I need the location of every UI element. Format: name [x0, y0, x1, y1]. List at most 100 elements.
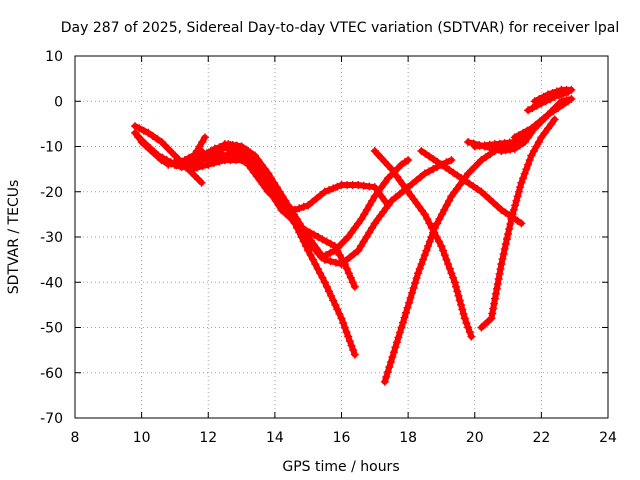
data-point-marker — [447, 269, 456, 278]
data-point-marker — [467, 166, 476, 175]
data-point-marker — [450, 278, 459, 287]
data-point-marker — [137, 138, 146, 146]
data-point-marker — [400, 313, 409, 322]
data-point-marker — [417, 260, 426, 269]
data-point-marker — [412, 176, 421, 185]
data-point-marker — [311, 260, 320, 269]
data-point-marker — [380, 196, 389, 205]
data-point-marker — [513, 192, 522, 201]
y-tick-label: 0 — [54, 94, 63, 110]
data-point-marker — [384, 174, 393, 183]
data-point-marker — [304, 246, 313, 255]
data-point-marker — [350, 350, 359, 359]
data-point-marker — [520, 169, 529, 178]
x-tick-label: 12 — [199, 430, 217, 446]
data-point-marker — [457, 300, 465, 309]
data-point-marker — [149, 148, 158, 157]
data-point-marker — [274, 201, 283, 210]
x-tick-label: 10 — [133, 430, 151, 446]
axis-ticks: 8 10 12 14 16 18 20 22 24 10 0 -10 -20 -30 -40 -50 -60 -7… — [40, 49, 617, 446]
data-point-marker — [514, 187, 523, 196]
y-axis-label: SDTVAR / TECUs — [6, 180, 22, 295]
data-point-marker — [517, 219, 526, 228]
data-point-marker — [322, 282, 331, 291]
data-point-marker — [517, 178, 526, 187]
data-point-marker — [557, 97, 566, 106]
data-point-marker — [345, 337, 354, 346]
data-point-marker — [425, 237, 434, 246]
data-point-marker — [510, 144, 519, 153]
data-point-marker — [325, 287, 333, 296]
x-axis-label: GPS time / hours — [282, 459, 399, 475]
series-track-13 — [417, 147, 526, 228]
data-point-marker — [384, 201, 393, 210]
data-point-marker — [414, 269, 423, 278]
data-point-marker — [293, 220, 302, 229]
data-point-marker — [350, 282, 359, 291]
data-point-marker — [187, 160, 196, 169]
data-point-marker — [458, 305, 467, 314]
data-point-marker — [295, 204, 304, 213]
data-point-marker — [411, 279, 420, 288]
data-point-marker — [404, 156, 413, 165]
data-point-marker — [354, 246, 363, 255]
data-point-marker — [326, 257, 335, 266]
data-point-marker — [192, 147, 201, 155]
data-point-marker — [289, 216, 298, 225]
data-point-marker — [419, 255, 428, 264]
x-tick-label: 24 — [599, 430, 617, 446]
data-point-marker — [275, 187, 284, 196]
data-point-marker — [430, 223, 439, 232]
data-point-marker — [491, 294, 499, 303]
data-point-marker — [204, 160, 213, 169]
data-point-marker — [175, 159, 184, 168]
data-point-marker — [498, 255, 507, 264]
data-point-marker — [313, 264, 322, 273]
data-point-marker — [370, 183, 379, 192]
data-point-marker — [544, 90, 552, 99]
data-point-marker — [272, 183, 281, 192]
data-point-marker — [365, 201, 374, 210]
data-point-marker — [395, 328, 404, 337]
data-point-marker — [409, 284, 418, 292]
data-point-marker — [455, 296, 464, 305]
data-point-marker — [512, 196, 521, 205]
data-point-marker — [453, 287, 462, 296]
data-point-marker — [496, 265, 505, 274]
data-point-marker — [510, 133, 519, 142]
data-point-marker — [139, 126, 148, 135]
data-point-marker — [529, 147, 538, 155]
data-point-marker — [368, 224, 376, 232]
data-point-marker — [263, 183, 272, 192]
data-point-marker — [301, 226, 310, 235]
data-point-marker — [330, 242, 339, 251]
data-point-marker — [435, 237, 444, 246]
data-point-marker — [154, 151, 163, 160]
data-point-marker — [329, 184, 338, 193]
data-point-marker — [158, 153, 167, 162]
y-tick-label: -60 — [40, 366, 63, 382]
data-point-marker — [516, 183, 525, 192]
data-point-marker — [489, 304, 498, 313]
series-band — [525, 89, 571, 114]
data-point-marker — [148, 131, 157, 140]
data-point-marker — [388, 353, 397, 362]
data-point-marker — [532, 142, 541, 151]
data-point-marker — [459, 309, 468, 318]
data-point-marker — [465, 328, 474, 336]
data-point-marker — [320, 255, 329, 264]
data-point-marker — [331, 300, 340, 309]
data-point-marker — [281, 209, 290, 218]
data-point-marker — [406, 293, 415, 302]
x-tick-label: 14 — [266, 430, 284, 446]
data-point-marker — [442, 255, 451, 264]
data-point-marker — [422, 246, 431, 255]
data-point-marker — [493, 279, 502, 288]
data-point-marker — [326, 248, 335, 257]
data-point-marker — [488, 309, 497, 318]
data-point-marker — [440, 205, 449, 214]
series-track-15 — [477, 115, 559, 332]
data-point-marker — [527, 124, 536, 133]
data-point-marker — [528, 104, 537, 112]
data-point-marker — [346, 273, 355, 282]
